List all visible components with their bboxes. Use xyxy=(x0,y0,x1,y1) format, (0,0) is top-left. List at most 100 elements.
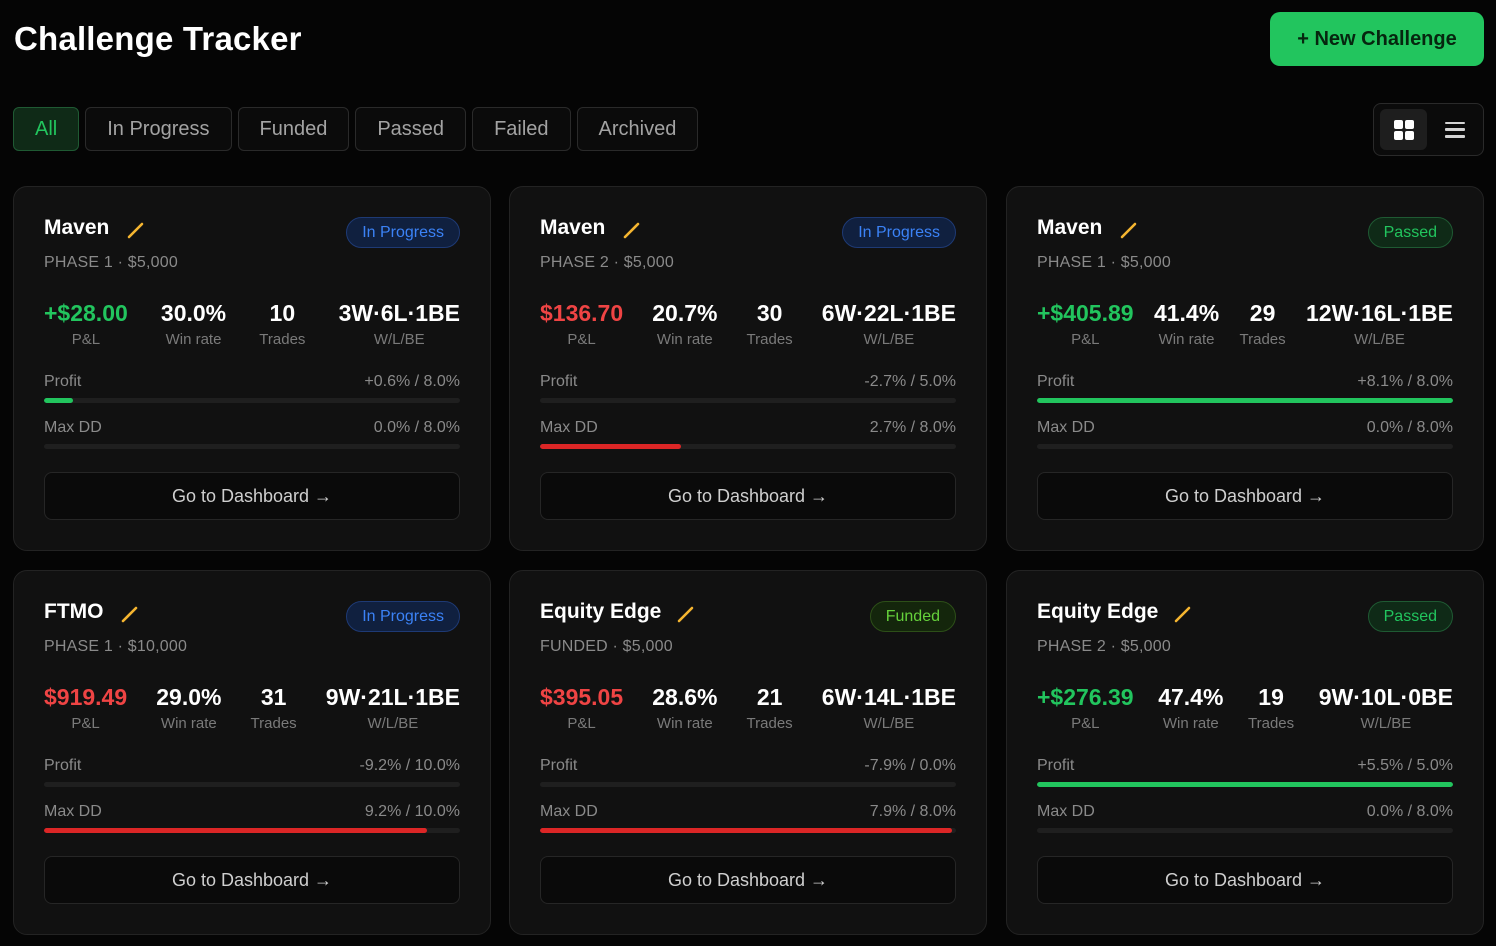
grid-icon xyxy=(1393,119,1414,140)
stat-win-rate: 29.0% Win rate xyxy=(156,683,221,733)
stat-label: W/L/BE xyxy=(863,331,915,348)
card-stats-row: $136.70 P&L 20.7% Win rate 30 Trades 6W·… xyxy=(540,299,956,349)
go-to-dashboard-button[interactable]: Go to Dashboard → xyxy=(1037,472,1453,520)
stat-label: W/L/BE xyxy=(1360,715,1412,732)
max-dd-progress-track xyxy=(44,828,460,833)
card-phase-subtitle: PHASE 1 · $5,000 xyxy=(1037,254,1171,271)
list-icon xyxy=(1444,121,1465,138)
stat-label: P&L xyxy=(71,331,101,348)
list-view-button[interactable] xyxy=(1431,109,1478,150)
profit-progress-fill xyxy=(1037,398,1453,403)
card-phase-subtitle: PHASE 2 · $5,000 xyxy=(540,254,674,271)
max-dd-progress-track xyxy=(1037,828,1453,833)
stat-trades: 21 Trades xyxy=(747,683,793,733)
stat-label: Win rate xyxy=(165,331,222,348)
stat-value: 30 xyxy=(756,300,783,326)
stat-win-rate: 30.0% Win rate xyxy=(161,299,226,349)
max-dd-metric: Max DD 0.0% / 8.0% xyxy=(1037,803,1453,843)
stat-value: 6W·22L·1BE xyxy=(821,300,956,326)
filter-all[interactable]: All xyxy=(13,107,80,151)
stat-value: 19 xyxy=(1258,684,1284,710)
go-to-dashboard-button[interactable]: Go to Dashboard → xyxy=(44,856,460,904)
stat-wlbe: 6W·22L·1BE W/L/BE xyxy=(822,299,956,349)
stat-trades: 30 Trades xyxy=(747,299,793,349)
card-firm-name: FTMO xyxy=(44,600,104,623)
profit-label: Profit xyxy=(44,373,82,390)
max-dd-label: Max DD xyxy=(540,419,598,436)
stat-label: Win rate xyxy=(1158,331,1215,348)
stat-pnl: $395.05 P&L xyxy=(540,683,623,733)
filter-failed[interactable]: Failed xyxy=(472,107,571,151)
profit-metric: Profit +5.5% / 5.0% xyxy=(1037,757,1453,797)
profit-value: +5.5% / 5.0% xyxy=(1357,757,1453,774)
max-dd-label: Max DD xyxy=(44,419,102,436)
go-to-dashboard-button[interactable]: Go to Dashboard → xyxy=(540,856,956,904)
stat-value: 9W·10L·0BE xyxy=(1318,684,1453,710)
challenge-card: Maven In Progress PHASE 1 · $5,000 +$28.… xyxy=(13,186,491,551)
stat-value: +$276.39 xyxy=(1037,684,1134,710)
profit-label: Profit xyxy=(540,373,578,390)
profit-metric: Profit -7.9% / 0.0% xyxy=(540,757,956,797)
stat-value: 6W·14L·1BE xyxy=(821,684,956,710)
status-badge: In Progress xyxy=(842,217,956,248)
stat-label: P&L xyxy=(1071,331,1100,348)
profit-label: Profit xyxy=(540,757,578,774)
filter-passed[interactable]: Passed xyxy=(355,107,467,151)
page-header: Challenge Tracker + New Challenge xyxy=(14,12,1484,66)
stat-trades: 29 Trades xyxy=(1240,299,1286,349)
filter-funded[interactable]: Funded xyxy=(237,107,350,151)
stat-win-rate: 41.4% Win rate xyxy=(1154,299,1219,349)
stat-label: Trades xyxy=(746,715,793,732)
stat-value: +$28.00 xyxy=(44,300,128,326)
edit-pencil-icon[interactable] xyxy=(1119,220,1139,240)
stat-pnl: +$276.39 P&L xyxy=(1037,683,1134,733)
stat-value: 12W·16L·1BE xyxy=(1306,300,1453,326)
filter-archived[interactable]: Archived xyxy=(576,107,699,151)
stat-value: $919.49 xyxy=(44,684,128,710)
stat-pnl: +$405.89 P&L xyxy=(1037,299,1134,349)
max-dd-progress-track xyxy=(44,444,460,449)
profit-progress-track xyxy=(540,398,956,403)
stat-label: Trades xyxy=(259,331,306,348)
page-title: Challenge Tracker xyxy=(14,20,302,57)
card-phase-subtitle: PHASE 2 · $5,000 xyxy=(1037,638,1171,655)
stat-label: W/L/BE xyxy=(863,715,915,732)
profit-value: +0.6% / 8.0% xyxy=(364,373,460,390)
profit-value: +8.1% / 8.0% xyxy=(1357,373,1453,390)
profit-value: -2.7% / 5.0% xyxy=(864,373,956,390)
stat-label: Trades xyxy=(1248,715,1295,732)
edit-pencil-icon[interactable] xyxy=(120,604,140,624)
edit-pencil-icon[interactable] xyxy=(1173,604,1193,624)
max-dd-metric: Max DD 9.2% / 10.0% xyxy=(44,803,460,843)
max-dd-label: Max DD xyxy=(1037,419,1095,436)
new-challenge-button[interactable]: + New Challenge xyxy=(1270,12,1484,66)
max-dd-progress-track xyxy=(1037,444,1453,449)
filter-in-progress[interactable]: In Progress xyxy=(85,107,232,151)
edit-pencil-icon[interactable] xyxy=(676,604,696,624)
profit-label: Profit xyxy=(44,757,82,774)
card-firm-name: Equity Edge xyxy=(1037,600,1159,623)
max-dd-metric: Max DD 7.9% / 8.0% xyxy=(540,803,956,843)
stat-label: P&L xyxy=(71,715,100,732)
go-to-dashboard-button[interactable]: Go to Dashboard → xyxy=(1037,856,1453,904)
card-firm-name: Equity Edge xyxy=(540,600,662,623)
challenge-card: Maven In Progress PHASE 2 · $5,000 $136.… xyxy=(509,186,987,551)
card-firm-name: Maven xyxy=(1037,216,1103,239)
stat-value: 9W·21L·1BE xyxy=(325,684,460,710)
grid-view-button[interactable] xyxy=(1380,109,1427,150)
go-to-dashboard-button[interactable]: Go to Dashboard → xyxy=(44,472,460,520)
stat-pnl: $919.49 P&L xyxy=(44,683,127,733)
stat-label: P&L xyxy=(1071,715,1100,732)
edit-pencil-icon[interactable] xyxy=(126,220,146,240)
edit-pencil-icon[interactable] xyxy=(622,220,642,240)
challenge-card: Equity Edge Funded FUNDED · $5,000 $395.… xyxy=(509,570,987,935)
max-dd-value: 0.0% / 8.0% xyxy=(373,419,460,436)
stat-wlbe: 6W·14L·1BE W/L/BE xyxy=(822,683,956,733)
max-dd-value: 9.2% / 10.0% xyxy=(364,803,460,820)
stat-value: +$405.89 xyxy=(1037,300,1134,326)
stat-win-rate: 20.7% Win rate xyxy=(652,299,717,349)
max-dd-progress-track xyxy=(540,444,956,449)
go-to-dashboard-button[interactable]: Go to Dashboard → xyxy=(540,472,956,520)
max-dd-value: 7.9% / 8.0% xyxy=(869,803,956,820)
